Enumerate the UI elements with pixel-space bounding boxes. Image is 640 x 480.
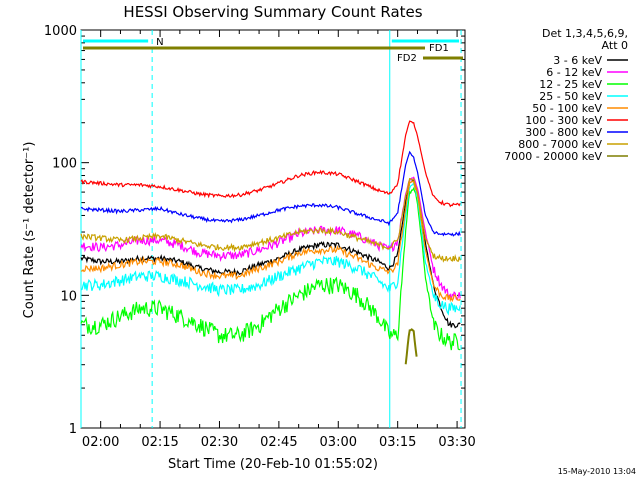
series-line [80, 120, 461, 208]
axes: 02:00 02:15 02:30 02:45 03:00 03:15 03:30 1 10 10… [44, 24, 476, 450]
series-lines [80, 120, 461, 365]
series-line [80, 186, 461, 351]
x-tick-label: 02:45 [260, 435, 297, 450]
legend-label: 300 - 800 keV [525, 126, 602, 139]
fd1-label: FD1 [429, 43, 449, 54]
chart-title: HESSI Observing Summary Count Rates [123, 3, 422, 21]
series-line [404, 328, 418, 365]
legend-header: Det 1,3,4,5,6,9, [542, 27, 628, 40]
series-line [80, 176, 461, 301]
x-tick-label: 03:15 [379, 435, 416, 450]
plot-timestamp: 15-May-2010 13:04 [558, 467, 636, 476]
night-label: N [156, 37, 163, 48]
series-line [80, 150, 461, 237]
legend-label: 25 - 50 keV [539, 90, 602, 103]
x-tick-label: 03:30 [438, 435, 475, 450]
legend-header: Att 0 [602, 39, 628, 52]
x-tick-label: 02:00 [82, 435, 119, 450]
legend-label: 800 - 7000 keV [518, 138, 602, 151]
x-tick-label: 02:30 [201, 435, 238, 450]
legend-label: 7000 - 20000 keV [504, 150, 602, 163]
y-tick-label: 100 [52, 157, 77, 172]
legend-label: 50 - 100 keV [532, 102, 602, 115]
series-line [80, 180, 461, 303]
x-tick-label: 02:15 [141, 435, 178, 450]
fd2-label: FD2 [397, 53, 417, 64]
legend-label: 3 - 6 keV [553, 54, 602, 67]
series-line [80, 180, 461, 316]
series-line [80, 177, 461, 263]
y-axis-label: Count Rate (s⁻¹ detector⁻¹) [22, 142, 37, 319]
legend-label: 6 - 12 keV [546, 66, 602, 79]
y-tick-label: 1 [69, 422, 77, 437]
y-tick-label: 10 [60, 289, 77, 304]
plot-frame [80, 29, 466, 429]
legend-label: 12 - 25 keV [539, 78, 602, 91]
annotation-markers: N FD1 FD2 [80, 30, 463, 428]
x-tick-label: 03:00 [320, 435, 357, 450]
legend-label: 100 - 300 keV [525, 114, 602, 127]
y-tick-label: 1000 [44, 24, 77, 39]
x-axis-label: Start Time (20-Feb-10 01:55:02) [168, 457, 378, 472]
